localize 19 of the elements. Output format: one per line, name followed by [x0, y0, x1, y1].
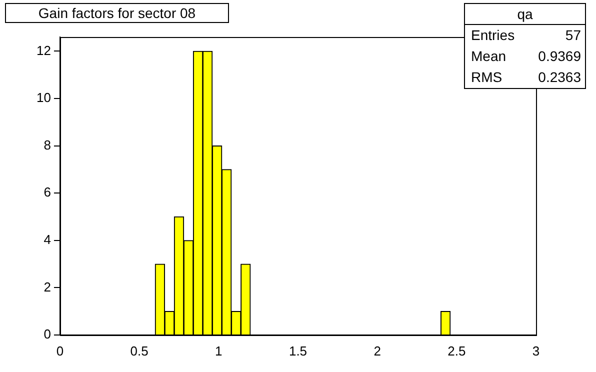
chart-title: Gain factors for sector 08 — [5, 3, 229, 23]
x-tick-label: 1.5 — [288, 343, 308, 358]
x-tick-label: 2.5 — [448, 343, 466, 358]
y-tick-label: 0 — [44, 326, 51, 342]
y-tick-label: 12 — [36, 42, 51, 58]
text: qa — [465, 4, 585, 25]
x-tick-label: 1 — [215, 343, 222, 358]
text: RMS 0.2363 — [471, 69, 581, 85]
x-tick-label: 0.5 — [130, 343, 148, 358]
y-tick-label: 10 — [36, 90, 51, 106]
y-tick-label: 2 — [44, 279, 51, 294]
x-tick-label: 3 — [532, 343, 540, 358]
y-tick-label: 4 — [44, 232, 51, 247]
y-tick-label: 6 — [44, 184, 51, 200]
x-tick-label: 2 — [374, 343, 381, 358]
text: Mean 0.9369 — [471, 48, 581, 64]
y-tick-label: 8 — [44, 137, 51, 152]
x-tick-label: 0 — [56, 343, 64, 358]
text: Entries 57 — [471, 27, 581, 43]
